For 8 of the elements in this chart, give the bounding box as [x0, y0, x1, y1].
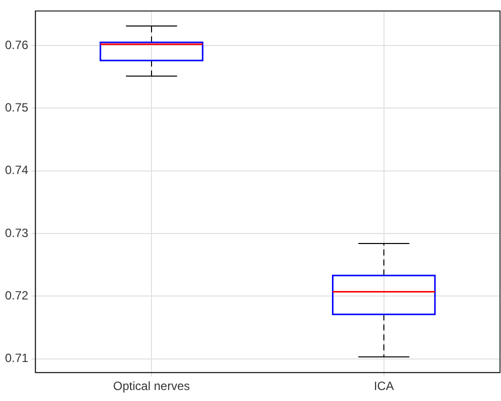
y-tick-label: 0.76	[4, 38, 29, 52]
y-tick-label: 0.71	[4, 351, 29, 366]
x-tick-label: Optical nerves	[113, 379, 190, 394]
y-tick-label: 0.75	[4, 100, 29, 114]
y-tick-label: 0.74	[4, 163, 29, 178]
y-tick-label: 0.73	[4, 226, 29, 240]
y-tick-label: 0.72	[4, 288, 29, 302]
x-tick-label: ICA	[374, 379, 394, 394]
